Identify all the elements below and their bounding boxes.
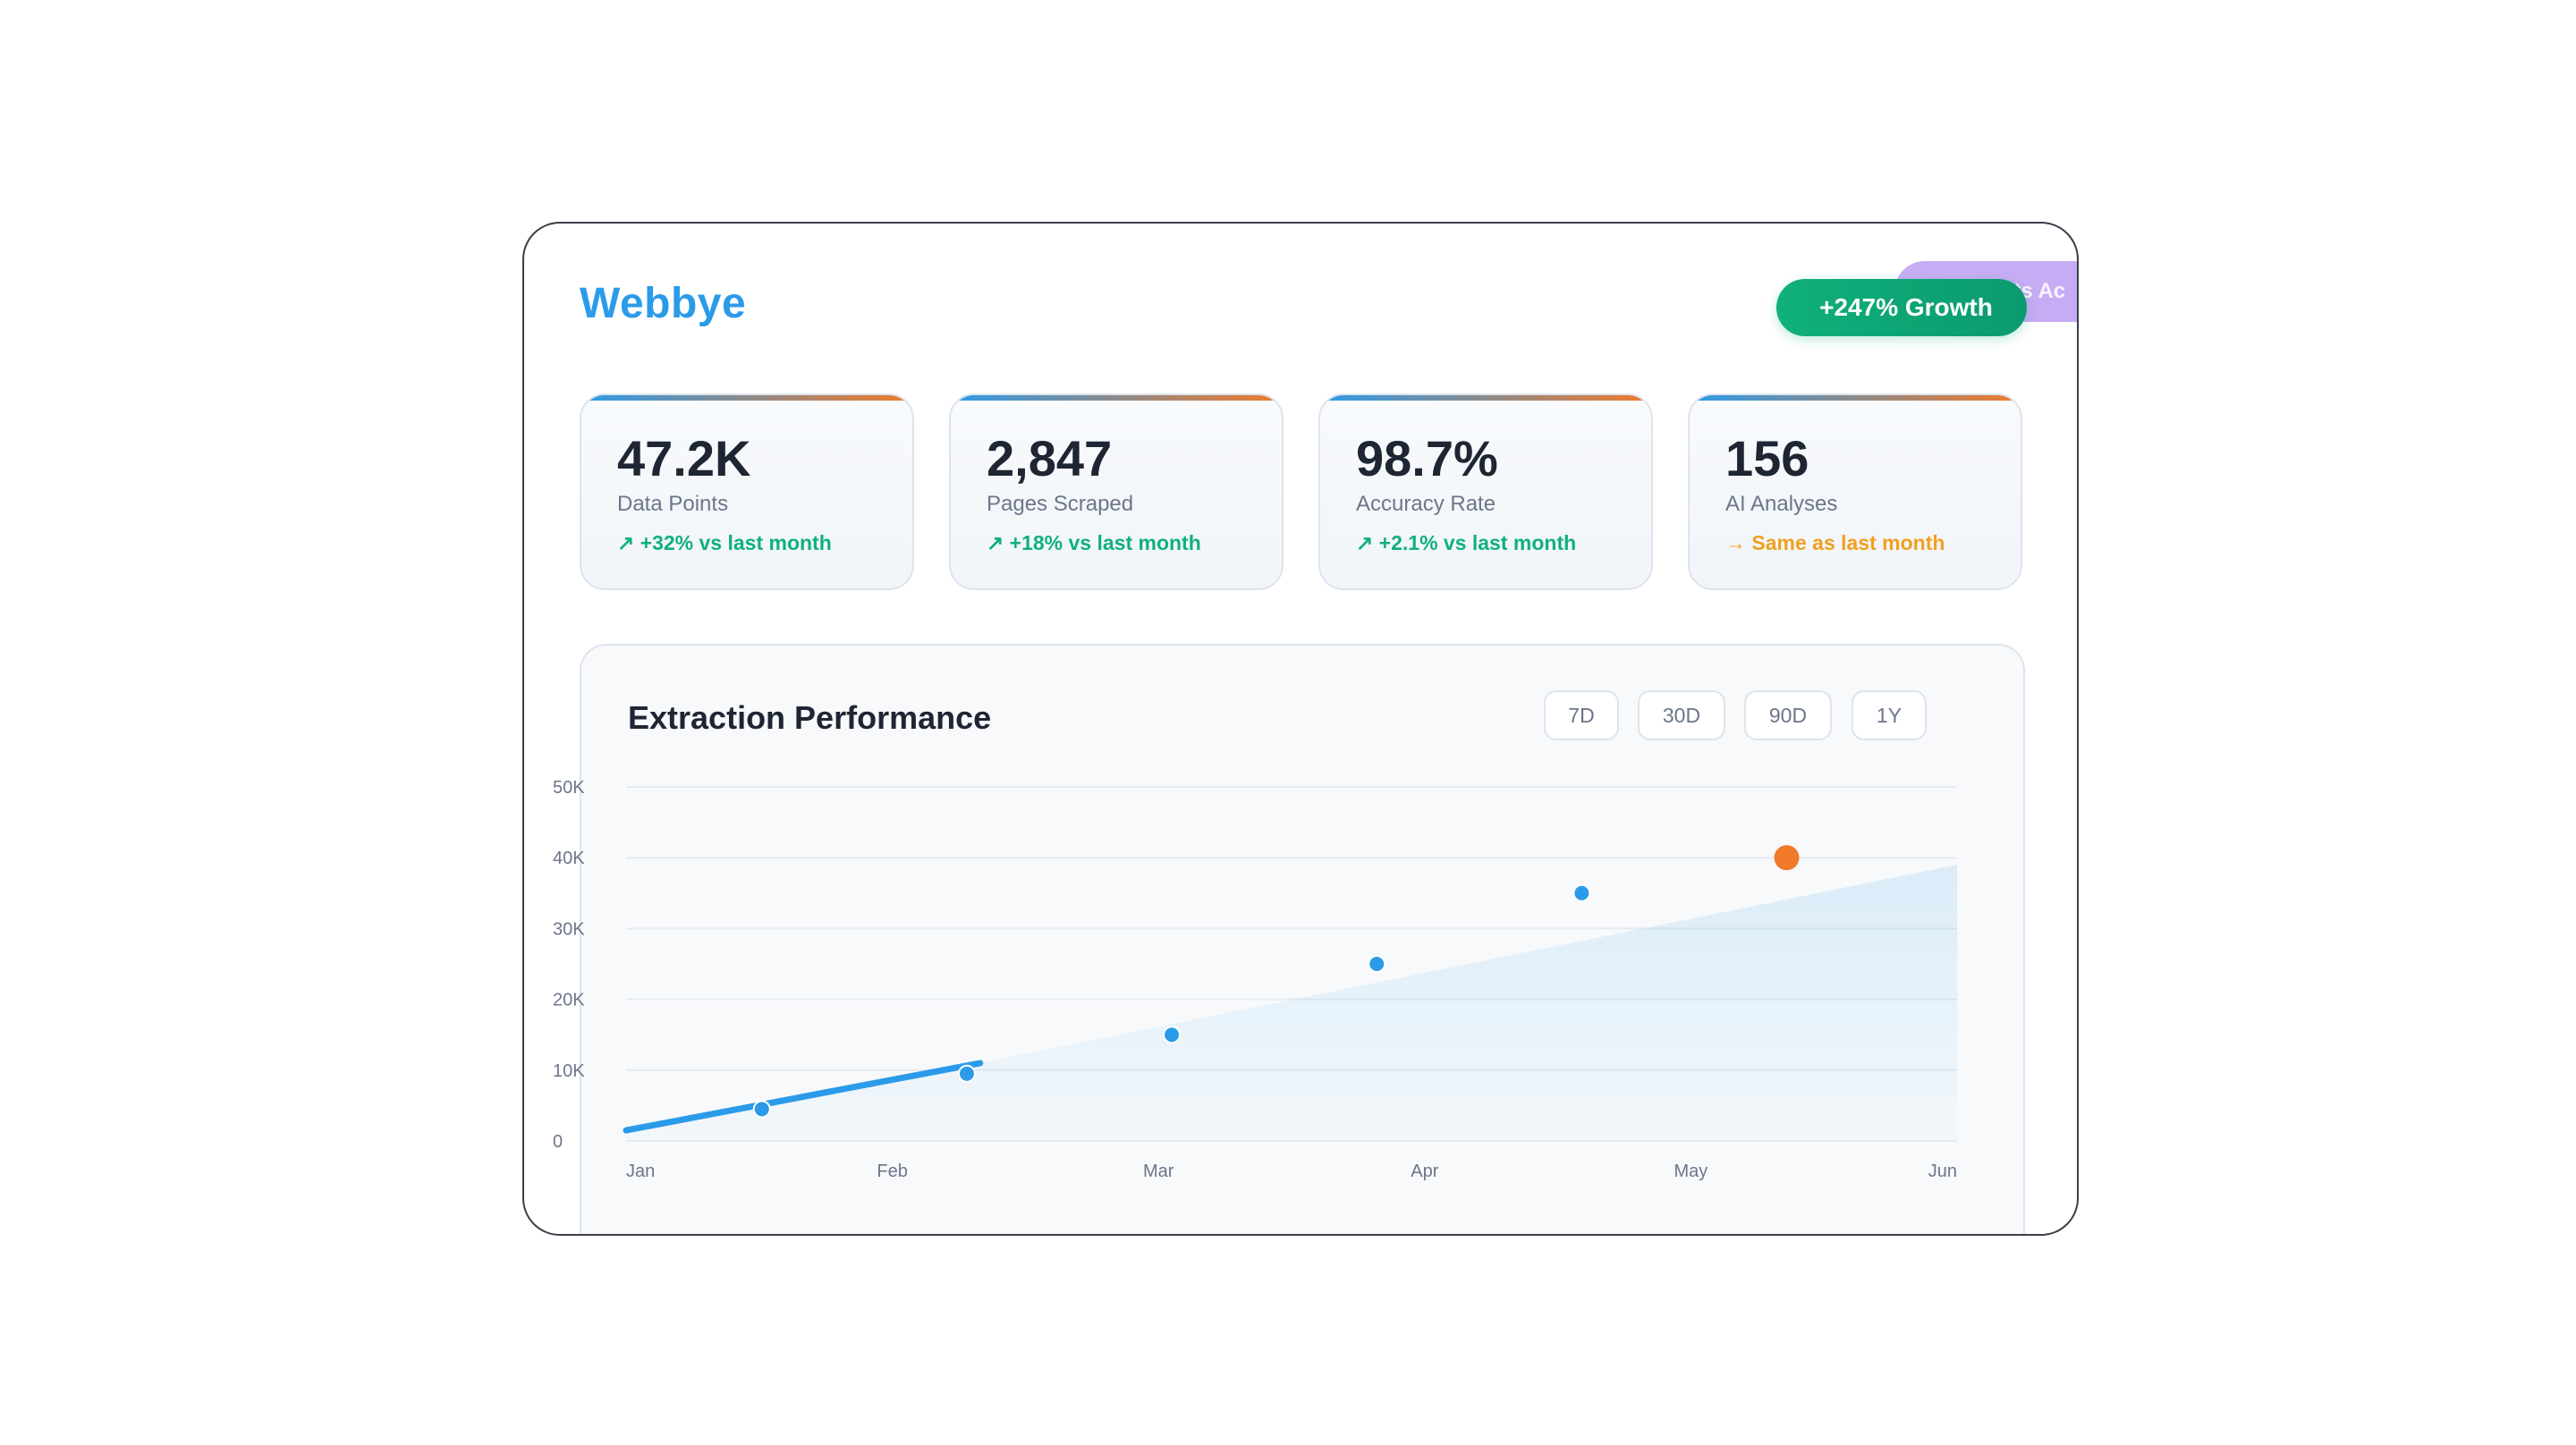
growth-badge[interactable]: +247% Growth	[1776, 279, 2027, 336]
chart-line	[623, 1060, 984, 1134]
stat-value: 156	[1725, 430, 1809, 486]
brand-logo[interactable]: Webbye	[580, 280, 747, 327]
x-tick-label: Jan	[626, 1162, 655, 1181]
x-tick-label: Jun	[1928, 1162, 1957, 1181]
stat-label: Pages Scraped	[987, 492, 1134, 516]
x-tick-label: Mar	[1143, 1162, 1174, 1181]
y-tick-label: 50K	[553, 778, 585, 798]
range-7d-button[interactable]: 7D	[1544, 690, 1619, 740]
y-tick-label: 20K	[553, 991, 585, 1010]
stat-card-ai-analyses[interactable]: 156 AI Analyses → Same as last month	[1688, 393, 2022, 590]
stat-label: Accuracy Rate	[1356, 492, 1496, 516]
stat-trend: ↗ +18% vs last month	[987, 531, 1201, 554]
stat-value: 2,847	[987, 430, 1113, 486]
app-window: Webbye AI Insights Ac +247% Growth 47.2K…	[522, 222, 2079, 1236]
data-point	[1368, 955, 1386, 973]
chart-line-segment	[623, 1060, 984, 1134]
data-point	[957, 1064, 976, 1083]
stat-trend: → Same as last month	[1725, 531, 1945, 554]
range-30d-button[interactable]: 30D	[1638, 690, 1725, 740]
x-tick-label: May	[1674, 1162, 1708, 1181]
chart-points	[752, 845, 1800, 1119]
range-1y-button[interactable]: 1Y	[1852, 690, 1927, 740]
stat-label: Data Points	[617, 492, 729, 516]
y-tick-label: 30K	[553, 919, 585, 939]
stat-trend: ↗ +2.1% vs last month	[1356, 531, 1577, 554]
data-point	[752, 1100, 771, 1119]
stat-trend: ↗ +32% vs last month	[617, 531, 832, 554]
highlight-point	[1774, 845, 1800, 871]
stat-value: 47.2K	[617, 430, 751, 486]
data-point	[1572, 883, 1591, 902]
chart-area	[626, 865, 1957, 1141]
stat-card-data-points[interactable]: 47.2K Data Points ↗ +32% vs last month	[580, 393, 914, 590]
stat-value: 98.7%	[1356, 430, 1498, 486]
x-tick-label: Feb	[877, 1162, 907, 1181]
data-point	[1163, 1026, 1182, 1044]
stat-label: AI Analyses	[1725, 492, 1838, 516]
y-axis-ticks: 0 10K 20K 30K 40K 50K	[553, 778, 585, 1152]
y-tick-label: 0	[553, 1132, 563, 1152]
performance-chart: 0 10K 20K 30K 40K 50K Jan Feb Mar Apr May Jun	[553, 778, 1957, 1181]
x-axis-ticks: Jan Feb Mar Apr May Jun	[626, 1162, 1957, 1181]
y-tick-label: 10K	[553, 1061, 585, 1081]
x-tick-label: Apr	[1411, 1162, 1438, 1181]
y-tick-label: 40K	[553, 849, 585, 868]
panel-title: Extraction Performance	[628, 699, 992, 736]
range-90d-button[interactable]: 90D	[1744, 690, 1832, 740]
growth-label: +247% Growth	[1819, 293, 1993, 321]
chart-area-fill	[626, 865, 1957, 1141]
stat-card-accuracy-rate[interactable]: 98.7% Accuracy Rate ↗ +2.1% vs last mont…	[1318, 393, 1653, 590]
stat-card-pages-scraped[interactable]: 2,847 Pages Scraped ↗ +18% vs last month	[949, 393, 1284, 590]
